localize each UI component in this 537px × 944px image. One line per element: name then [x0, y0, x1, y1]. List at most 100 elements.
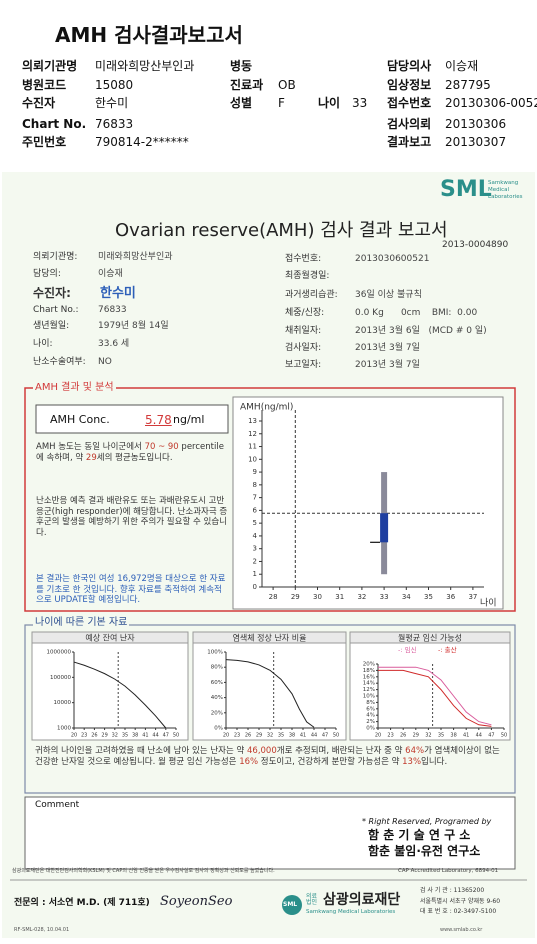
mini-title-bar — [349, 631, 511, 644]
field-label: Chart No. — [22, 117, 87, 131]
x-tick-label: 29 — [101, 733, 107, 739]
info-value: 2013년 3월 7일 — [355, 360, 420, 370]
x-tick-label: 50 — [501, 733, 507, 739]
x-tick-label: 38 — [289, 733, 295, 739]
x-tick-label: 29 — [413, 733, 419, 739]
x-tick-label: 32 — [112, 733, 118, 739]
y-tick-label: 18% — [363, 668, 375, 674]
field-value: 15080 — [95, 78, 134, 92]
x-tick-label: 33 — [380, 593, 389, 601]
info-label: 의뢰기관명: — [33, 252, 78, 262]
x-tick-label: 35 — [122, 733, 128, 739]
info-label: 접수번호: — [285, 254, 322, 264]
mini-title-bar — [31, 631, 189, 644]
info-value: 36일 이상 불규칙 — [355, 290, 422, 300]
x-axis-label: 나이 — [480, 598, 497, 609]
footer-notice: 삼광의료재단은 대한진단검사의학회(KSLM) 및 CAP의 신임 인증을 받은… — [12, 868, 275, 874]
amh-chart-frame — [232, 396, 504, 610]
y-tick-label: 0% — [214, 726, 223, 732]
signature: SoyeonSeo — [160, 894, 233, 909]
y-tick-label: 3 — [253, 545, 257, 553]
y-tick-label: 16% — [363, 674, 375, 680]
conc-unit: ng/ml — [173, 413, 205, 426]
y-tick-label: 12% — [363, 687, 375, 693]
x-tick-label: 23 — [81, 733, 87, 739]
info-label: 생년월일: — [33, 321, 70, 331]
logo-circle — [282, 895, 302, 915]
logo-prefix: 의료법인 — [306, 893, 318, 906]
x-tick-label: 35 — [438, 733, 444, 739]
field-value: 20130306-00521 — [445, 96, 537, 110]
box — [380, 513, 389, 543]
field-label: 의뢰기관명 — [22, 59, 78, 73]
field-label: 담당의사 — [387, 59, 432, 73]
highlight: 16% — [239, 756, 259, 767]
field-label: 검사의뢰 — [387, 117, 432, 131]
field-value: 76833 — [95, 117, 134, 131]
x-tick-label: 34 — [402, 593, 411, 601]
x-tick-label: 26 — [400, 733, 406, 739]
info-value: 2013년 3월 6일 (MCD # 0 일) — [355, 326, 487, 336]
field-value: 20130307 — [445, 135, 507, 149]
y-tick-label: 4% — [366, 713, 375, 719]
scan-title: Ovarian reserve(AMH) 검사 결과 보고서 — [115, 220, 448, 241]
x-tick-label: 35 — [278, 733, 284, 739]
lab-info: 검 사 기 관 : 11365200 — [420, 887, 485, 894]
x-tick-label: 47 — [163, 733, 169, 739]
y-tick-label: 5 — [253, 519, 257, 527]
org-name: 함 춘 기 술 연 구 소 — [368, 828, 471, 842]
x-tick-label: 35 — [424, 593, 433, 601]
x-tick-label: 20 — [223, 733, 229, 739]
highlight: 46,000 — [247, 746, 277, 756]
info-label: 과거생리습관: — [285, 290, 338, 300]
text: 정도이고, 건강하게 분만할 가능성은 약 — [258, 756, 403, 767]
mini-title-bar — [192, 631, 347, 644]
info-value: 76833 — [98, 305, 127, 315]
field-value: 20130306 — [445, 117, 507, 131]
basic-summary: 귀하의 나이인을 고려하였을 때 난소에 남아 있는 난자는 약 46,000개… — [35, 746, 510, 767]
info-value: 33.6 세 — [98, 339, 130, 349]
brand-sub: Laboratories — [488, 194, 523, 200]
amh-conc-box — [35, 404, 229, 434]
y-tick-label: 6% — [366, 706, 375, 712]
info-label: 나이: — [33, 339, 53, 349]
x-tick-label: 30 — [313, 593, 322, 601]
text: percentile에 속하며, 약 — [36, 442, 224, 463]
y-tick-label: 11 — [248, 443, 257, 451]
field-value: 33 — [352, 96, 368, 110]
y-tick-label: 10000 — [54, 700, 72, 706]
comment-label: Comment — [35, 800, 80, 810]
y-tick-label: 6 — [253, 506, 258, 514]
mini-panel — [192, 631, 347, 741]
x-tick-label: 31 — [335, 593, 344, 601]
y-tick-label: 2% — [366, 719, 375, 725]
x-tick-label: 47 — [322, 733, 328, 739]
legend-entry: -: 출산 — [438, 645, 457, 654]
y-tick-label: 0% — [366, 726, 375, 732]
field-value: 이승재 — [445, 59, 479, 73]
y-tick-label: 1 — [253, 570, 257, 578]
info-label: 난소수술여부: — [33, 357, 86, 367]
x-tick-label: 44 — [311, 733, 317, 739]
field-label: 접수번호 — [387, 96, 432, 110]
brand-sub: Samkwang — [488, 180, 519, 186]
field-label: 병동 — [230, 59, 253, 73]
info-label: Chart No.: — [33, 305, 79, 315]
x-tick-label: 26 — [245, 733, 251, 739]
info-value: 미래와희망산부인과 — [98, 252, 173, 262]
x-tick-label: 20 — [375, 733, 381, 739]
y-tick-label: 2 — [253, 557, 257, 565]
x-tick-label: 23 — [387, 733, 393, 739]
y-tick-label: 8 — [253, 481, 257, 489]
cap-text: CAP Accredited Laboratory, 6894-01 — [398, 868, 499, 874]
y-tick-label: 20% — [211, 710, 223, 716]
field-value: 790814-2****** — [95, 135, 189, 149]
y-tick-label: 7 — [253, 494, 257, 502]
field-value: 287795 — [445, 78, 491, 92]
x-tick-label: 38 — [450, 733, 456, 739]
info-label: 수진자: — [33, 286, 71, 300]
lab-info: 서울특별시 서초구 양재동 9-60 — [420, 898, 501, 905]
x-tick-label: 32 — [425, 733, 431, 739]
logo-sub: Samkwang Medical Laboratories — [306, 909, 396, 915]
